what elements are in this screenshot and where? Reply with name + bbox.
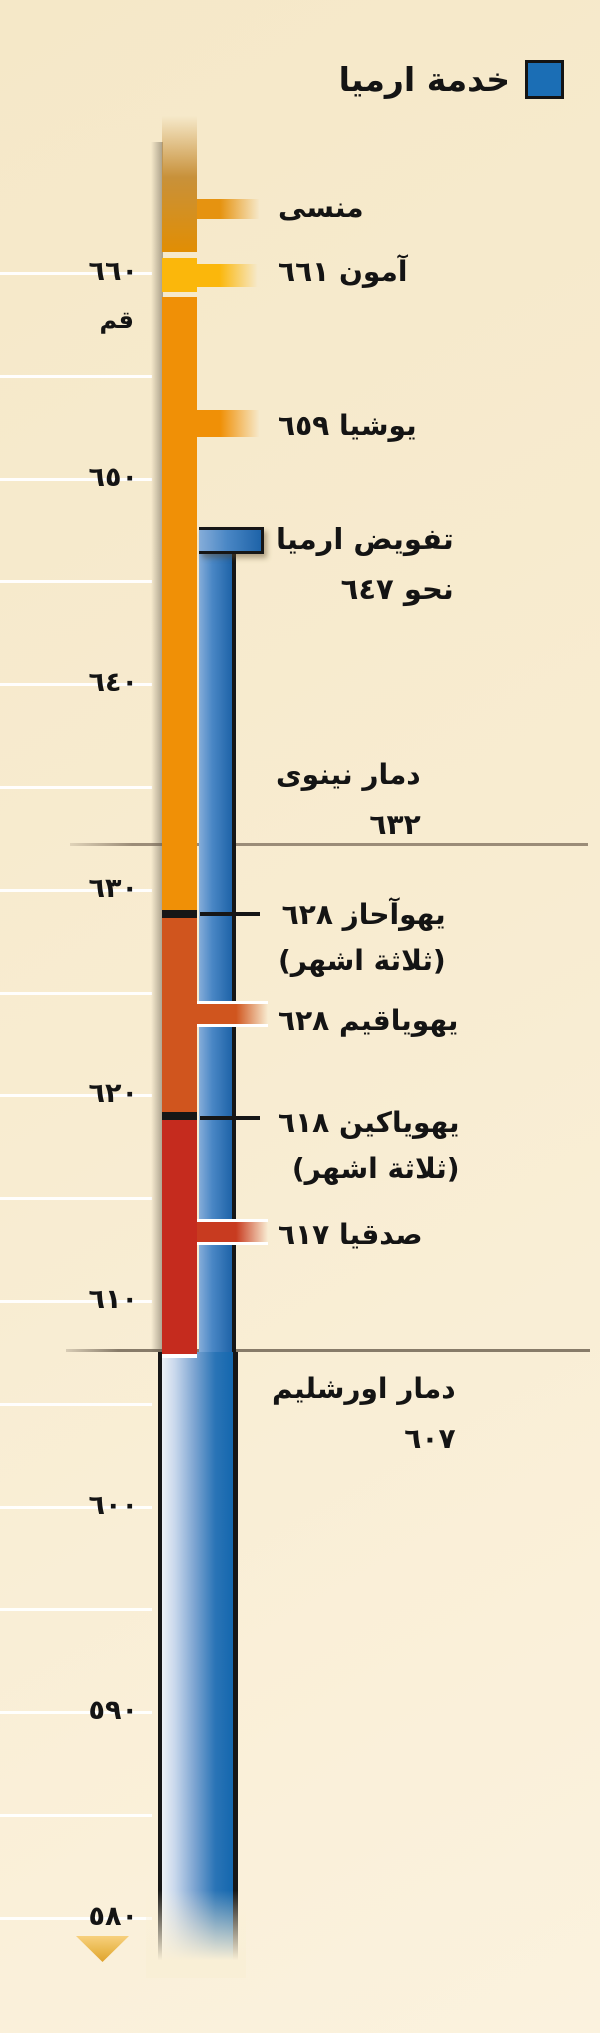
bar-shadow [151,142,163,1352]
label-jehoahaz-duration: (ثلاثة اشهر) [278,944,446,977]
jeremiah-service-bar-lower [158,1352,238,1965]
jerusalem-destruction-line [66,1349,590,1352]
amon-connector [197,264,261,287]
gridline-640 [0,683,152,686]
tick-label-640: ٦٤٠ [88,667,138,698]
label-nineveh-line1: دمار نينوى [276,758,421,791]
tick-label-630: ٦٣٠ [88,873,138,904]
gridline-625 [0,992,152,995]
label-jehoiachin: يهوياكين ٦١٨ (ثلاثة اشهر) [278,1106,460,1186]
label-amon: آمون ٦٦١ [278,255,408,288]
gridline-655 [0,375,152,378]
label-jerusalem-destruction: دمار اورشليم ٦٠٧ [272,1372,456,1456]
tick-label-660: ٦٦٠ [88,256,138,287]
zedekiah-reign-bar [162,1120,197,1358]
jehoiachin-reign-cap [162,1112,197,1120]
label-jehoiakim: يهوياقيم ٦٢٨ [278,1004,459,1037]
gridline-630 [0,889,152,892]
tick-label-580: ٥٨٠ [88,1901,138,1932]
jehoiakim-reign-bar [162,918,197,1112]
gridline-650 [0,478,152,481]
gridline-585 [0,1814,152,1817]
gridline-595 [0,1608,152,1611]
label-jehoiachin-name: يهوياكين ٦١٨ [278,1106,460,1139]
gridline-600 [0,1506,152,1509]
jehoahaz-reign-cap [162,910,197,918]
tick-label-600: ٦٠٠ [88,1490,138,1521]
tick-label-650: ٦٥٠ [88,462,138,493]
bar-bottom-fade [146,1890,246,1978]
label-jehoahaz: يهوآحاز ٦٢٨ (ثلاثة اشهر) [278,898,446,978]
jeremiah-legend-swatch [525,60,564,99]
jehoahaz-tick [200,912,260,916]
manasseh-reign-bar [162,116,197,252]
label-jehoiachin-duration: (ثلاثة اشهر) [291,1152,460,1185]
gridline-605 [0,1403,152,1406]
jeremiah-service-bar-upper [199,527,236,1352]
jehoiakim-connector [197,1001,268,1027]
manasseh-connector [197,199,263,219]
amon-reign-bar [162,258,197,292]
label-nineveh-destruction: دمار نينوى ٦٣٢ [276,758,421,842]
jehoiachin-tick [200,1116,260,1120]
gridline-615 [0,1197,152,1200]
gridline-580 [0,1917,152,1920]
zedekiah-connector [197,1219,268,1245]
josiah-reign-bar [162,297,197,910]
label-jeremiah-commission: تفويض ارميا نحو ٦٤٧ [276,522,454,606]
gridline-645 [0,580,152,583]
label-jerusalem-year: ٦٠٧ [404,1422,456,1455]
label-jeremiah-commission-line1: تفويض ارميا [276,522,454,556]
tick-label-590: ٥٩٠ [88,1695,138,1726]
jeremiah-commission-marker [199,527,264,554]
tick-label-620: ٦٢٠ [88,1078,138,1109]
label-nineveh-year: ٦٣٢ [369,808,421,841]
axis-unit-label: قم [99,306,134,334]
label-jehoahaz-name: يهوآحاز ٦٢٨ [281,898,446,931]
gridline-660 [0,272,152,275]
tick-label-610: ٦١٠ [88,1284,138,1315]
label-manasseh: منسى [278,191,364,224]
timeline-continues-arrow [76,1936,129,1962]
chart-title: خدمة ارميا [338,60,510,99]
gridline-610 [0,1300,152,1303]
label-jeremiah-commission-line2: نحو ٦٤٧ [340,572,454,606]
josiah-connector [197,410,263,437]
gridline-590 [0,1711,152,1714]
label-josiah: يوشيا ٦٥٩ [278,409,417,442]
gridline-635 [0,786,152,789]
nineveh-destruction-line [70,843,588,846]
label-jerusalem-line1: دمار اورشليم [272,1372,456,1405]
label-zedekiah: صدقيا ٦١٧ [278,1218,423,1251]
gridline-620 [0,1094,152,1097]
